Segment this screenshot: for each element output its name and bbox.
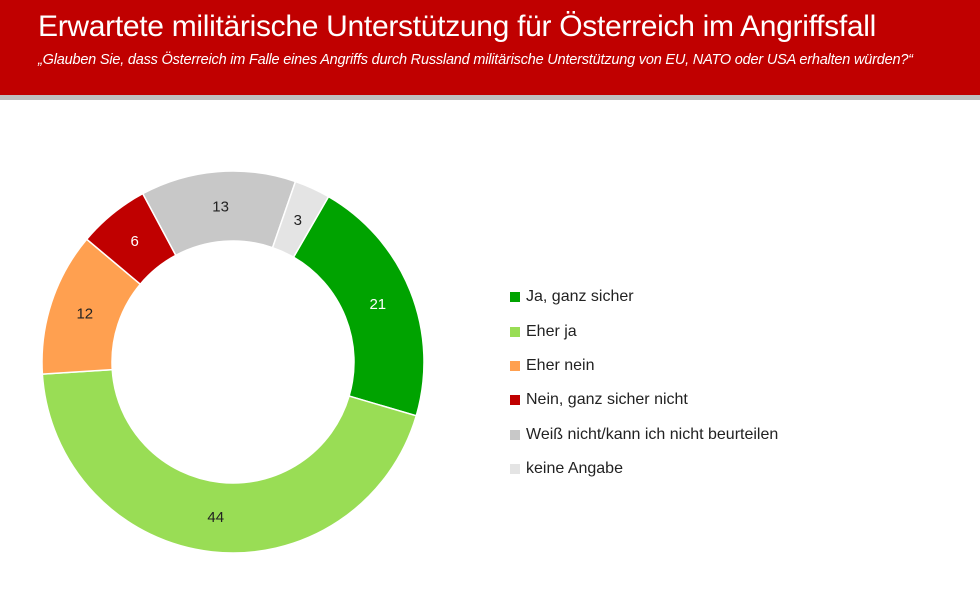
legend-swatch — [510, 292, 520, 303]
page-title: Erwartete militärische Unterstützung für… — [38, 10, 876, 43]
donut-slice-2 — [41, 368, 418, 554]
legend-swatch — [510, 360, 520, 371]
data-label: 12 — [76, 305, 93, 322]
legend-item: Eher ja — [510, 314, 778, 348]
data-label: 21 — [369, 296, 386, 313]
legend-swatch — [510, 395, 520, 406]
donut-slice-6 — [271, 180, 330, 259]
legend-item: keine Angabe — [510, 452, 778, 486]
legend-item: Eher nein — [510, 349, 778, 383]
legend-label: Eher nein — [526, 356, 595, 374]
data-label: 13 — [212, 198, 229, 215]
data-label: 44 — [207, 509, 224, 526]
legend-label: keine Angabe — [526, 460, 623, 478]
legend-swatch — [510, 429, 520, 440]
header-banner: Erwartete militärische Unterstützung für… — [0, 0, 980, 95]
page-subtitle: „Glauben Sie, dass Österreich im Falle e… — [38, 52, 913, 68]
legend-label: Ja, ganz sicher — [526, 288, 634, 306]
legend-label: Nein, ganz sicher nicht — [526, 391, 688, 409]
data-label: 3 — [294, 212, 302, 229]
legend-item: Nein, ganz sicher nicht — [510, 383, 778, 417]
donut-slice-1 — [292, 195, 425, 417]
legend-item: Weiß nicht/kann ich nicht beurteilen — [510, 418, 778, 452]
legend-item: Ja, ganz sicher — [510, 280, 778, 314]
legend-swatch — [510, 464, 520, 475]
chart-legend: Ja, ganz sicher Eher ja Eher nein Nein, gan… — [510, 280, 778, 486]
data-label: 6 — [130, 233, 138, 250]
legend-label: Weiß nicht/kann ich nicht beurteilen — [526, 425, 779, 443]
header-divider — [0, 95, 980, 100]
legend-label: Eher ja — [526, 322, 577, 340]
legend-swatch — [510, 326, 520, 337]
